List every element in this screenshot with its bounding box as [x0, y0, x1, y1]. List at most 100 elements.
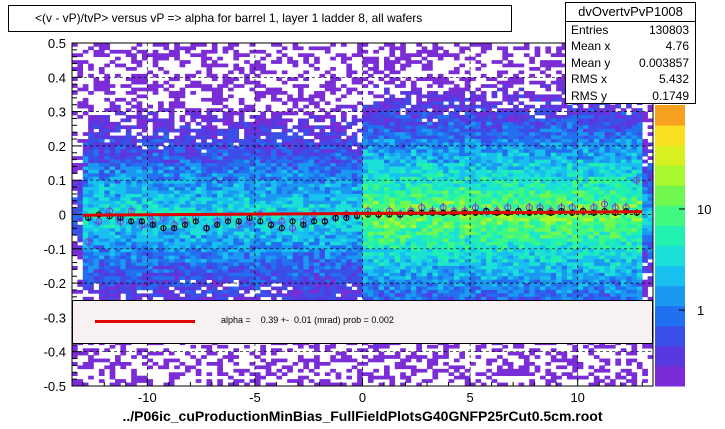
heatmap-cell	[421, 159, 428, 164]
heatmap-cell	[314, 60, 320, 64]
heatmap-cell	[330, 259, 336, 263]
heatmap-cell	[335, 156, 342, 160]
heatmap-cell	[319, 272, 326, 277]
heatmap-cell	[104, 255, 110, 260]
heatmap-cell	[346, 252, 353, 256]
heatmap-cell	[168, 231, 175, 236]
heatmap-cell	[319, 276, 326, 280]
heatmap-cell	[168, 372, 175, 377]
heatmap-cell	[254, 272, 261, 277]
heatmap-cell	[179, 169, 186, 174]
heatmap-cell	[109, 286, 116, 291]
heatmap-cell	[432, 255, 439, 260]
heatmap-cell	[324, 238, 331, 243]
heatmap-cell	[98, 207, 105, 212]
heatmap-cell	[93, 238, 100, 243]
heatmap-cell	[115, 49, 121, 54]
heatmap-cell	[405, 169, 412, 174]
heatmap-cell	[222, 163, 229, 167]
heatmap-cell	[147, 211, 153, 215]
heatmap-cell	[206, 207, 213, 212]
heatmap-cell	[93, 279, 100, 284]
heatmap-cell	[174, 190, 180, 195]
heatmap-cell	[238, 204, 245, 208]
heatmap-cell	[254, 259, 261, 263]
heatmap-cell	[72, 132, 78, 136]
heatmap-cell	[249, 70, 256, 75]
heatmap-cell	[276, 259, 283, 263]
heatmap-cell	[179, 183, 186, 188]
heatmap-cell	[432, 241, 439, 246]
heatmap-cell	[437, 221, 444, 226]
heatmap-cell	[405, 53, 412, 58]
heatmap-cell	[201, 176, 207, 181]
heatmap-cell	[238, 176, 245, 181]
heatmap-cell	[378, 245, 385, 250]
heatmap-cell	[357, 217, 363, 222]
heatmap-cell	[308, 139, 315, 143]
heatmap-cell	[389, 245, 396, 250]
heatmap-cell	[152, 63, 159, 68]
heatmap-cell	[308, 145, 315, 150]
heatmap-cell	[131, 53, 137, 58]
heatmap-cell	[174, 272, 180, 277]
heatmap-cell	[115, 152, 121, 157]
heatmap-cell	[260, 173, 266, 178]
heatmap-cell	[152, 241, 159, 246]
heatmap-cell	[136, 73, 143, 78]
heatmap-cell	[77, 235, 84, 239]
heatmap-cell	[120, 166, 127, 171]
heatmap-cell	[195, 128, 202, 133]
heatmap-cell	[281, 358, 288, 363]
heatmap-cell	[125, 135, 132, 140]
heatmap-cell	[206, 156, 213, 160]
heatmap-cell	[88, 132, 94, 136]
heatmap-cell	[104, 228, 110, 232]
heatmap-cell	[174, 228, 180, 232]
heatmap-cell	[340, 163, 347, 167]
heatmap-cell	[141, 80, 148, 85]
heatmap-cell	[260, 224, 266, 229]
heatmap-cell	[281, 252, 288, 256]
heatmap-cell	[109, 60, 116, 64]
heatmap-cell	[324, 289, 331, 294]
heatmap-cell	[147, 245, 153, 250]
heatmap-cell	[303, 245, 309, 250]
heatmap-cell	[249, 49, 256, 54]
heatmap-cell	[416, 200, 422, 205]
heatmap-cell	[335, 286, 342, 291]
heatmap-cell	[416, 269, 422, 274]
heatmap-cell	[405, 183, 412, 188]
heatmap-cell	[324, 70, 331, 75]
heatmap-cell	[335, 224, 342, 229]
heatmap-cell	[314, 372, 320, 377]
heatmap-cell	[233, 121, 240, 126]
heatmap-cell	[190, 286, 197, 291]
heatmap-cell	[357, 238, 363, 243]
heatmap-cell	[362, 163, 369, 167]
heatmap-cell	[271, 200, 277, 205]
heatmap-cell	[384, 255, 390, 260]
heatmap-cell	[410, 128, 417, 133]
heatmap-cell	[109, 104, 116, 109]
heatmap-cell	[201, 252, 207, 256]
heatmap-cell	[72, 207, 78, 212]
heatmap-cell	[421, 132, 428, 136]
heatmap-cell	[335, 169, 342, 174]
heatmap-cell	[195, 204, 202, 208]
heatmap-cell	[184, 286, 191, 291]
heatmap-cell	[432, 142, 439, 147]
heatmap-cell	[98, 235, 105, 239]
heatmap-cell	[351, 139, 358, 143]
heatmap-cell	[416, 125, 422, 130]
heatmap-cell	[222, 111, 229, 116]
heatmap-cell	[168, 190, 175, 195]
heatmap-cell	[217, 169, 223, 174]
heatmap-cell	[174, 97, 180, 102]
heatmap-cell	[141, 180, 148, 184]
heatmap-cell	[206, 361, 213, 366]
heatmap-cell	[104, 43, 110, 47]
heatmap-cell	[324, 111, 331, 116]
heatmap-cell	[233, 145, 240, 150]
heatmap-cell	[373, 128, 379, 133]
